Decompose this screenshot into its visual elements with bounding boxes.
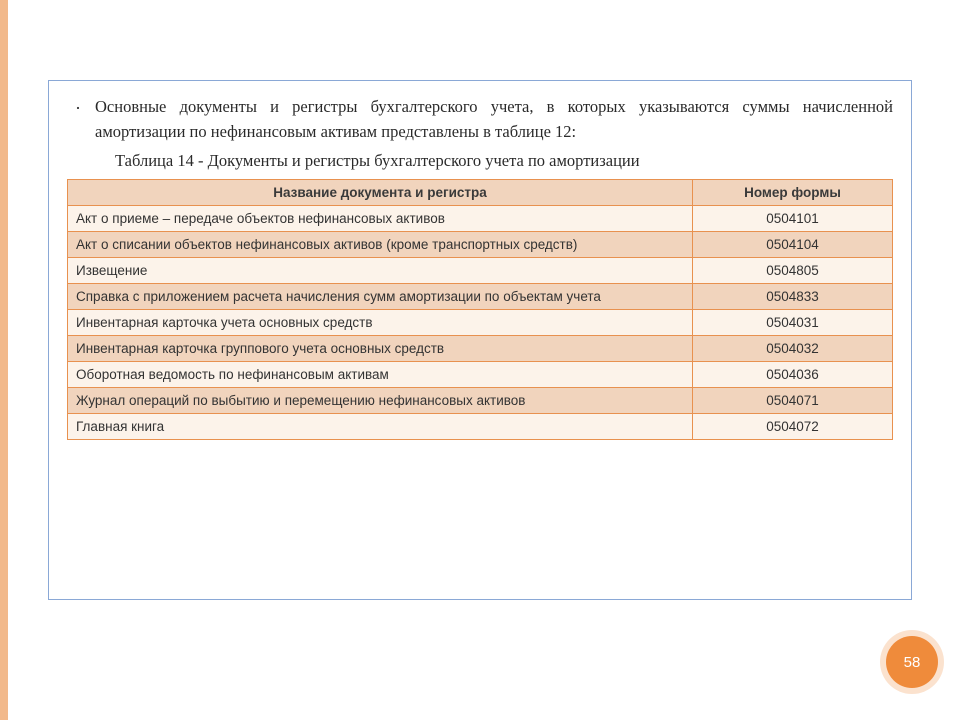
col-header-number: Номер формы	[693, 179, 893, 205]
page-number-badge: 58	[886, 636, 938, 688]
table-row: Инвентарная карточка учета основных сред…	[68, 309, 893, 335]
table-row: Акт о приеме – передаче объектов нефинан…	[68, 205, 893, 231]
cell-form-number: 0504072	[693, 413, 893, 439]
table-caption: Таблица 14 - Документы и регистры бухгал…	[67, 151, 893, 171]
documents-table: Название документа и регистра Номер форм…	[67, 179, 893, 440]
cell-doc-name: Акт о приеме – передаче объектов нефинан…	[68, 205, 693, 231]
lead-paragraph: Основные документы и регистры бухгалтерс…	[67, 95, 893, 145]
cell-form-number: 0504805	[693, 257, 893, 283]
cell-doc-name: Инвентарная карточка группового учета ос…	[68, 335, 693, 361]
table-row: Извещение0504805	[68, 257, 893, 283]
cell-doc-name: Инвентарная карточка учета основных сред…	[68, 309, 693, 335]
col-header-name: Название документа и регистра	[68, 179, 693, 205]
cell-form-number: 0504101	[693, 205, 893, 231]
cell-doc-name: Извещение	[68, 257, 693, 283]
accent-left-bar	[0, 0, 8, 720]
cell-doc-name: Главная книга	[68, 413, 693, 439]
cell-doc-name: Оборотная ведомость по нефинансовым акти…	[68, 361, 693, 387]
cell-doc-name: Акт о списании объектов нефинансовых акт…	[68, 231, 693, 257]
cell-form-number: 0504833	[693, 283, 893, 309]
table-row: Акт о списании объектов нефинансовых акт…	[68, 231, 893, 257]
table-body: Акт о приеме – передаче объектов нефинан…	[68, 205, 893, 439]
cell-doc-name: Справка с приложением расчета начисления…	[68, 283, 693, 309]
cell-form-number: 0504036	[693, 361, 893, 387]
cell-doc-name: Журнал операций по выбытию и перемещению…	[68, 387, 693, 413]
cell-form-number: 0504032	[693, 335, 893, 361]
table-row: Оборотная ведомость по нефинансовым акти…	[68, 361, 893, 387]
table-row: Главная книга0504072	[68, 413, 893, 439]
table-row: Справка с приложением расчета начисления…	[68, 283, 893, 309]
table-row: Инвентарная карточка группового учета ос…	[68, 335, 893, 361]
content-card: Основные документы и регистры бухгалтерс…	[48, 80, 912, 600]
table-row: Журнал операций по выбытию и перемещению…	[68, 387, 893, 413]
cell-form-number: 0504071	[693, 387, 893, 413]
cell-form-number: 0504031	[693, 309, 893, 335]
cell-form-number: 0504104	[693, 231, 893, 257]
table-header-row: Название документа и регистра Номер форм…	[68, 179, 893, 205]
